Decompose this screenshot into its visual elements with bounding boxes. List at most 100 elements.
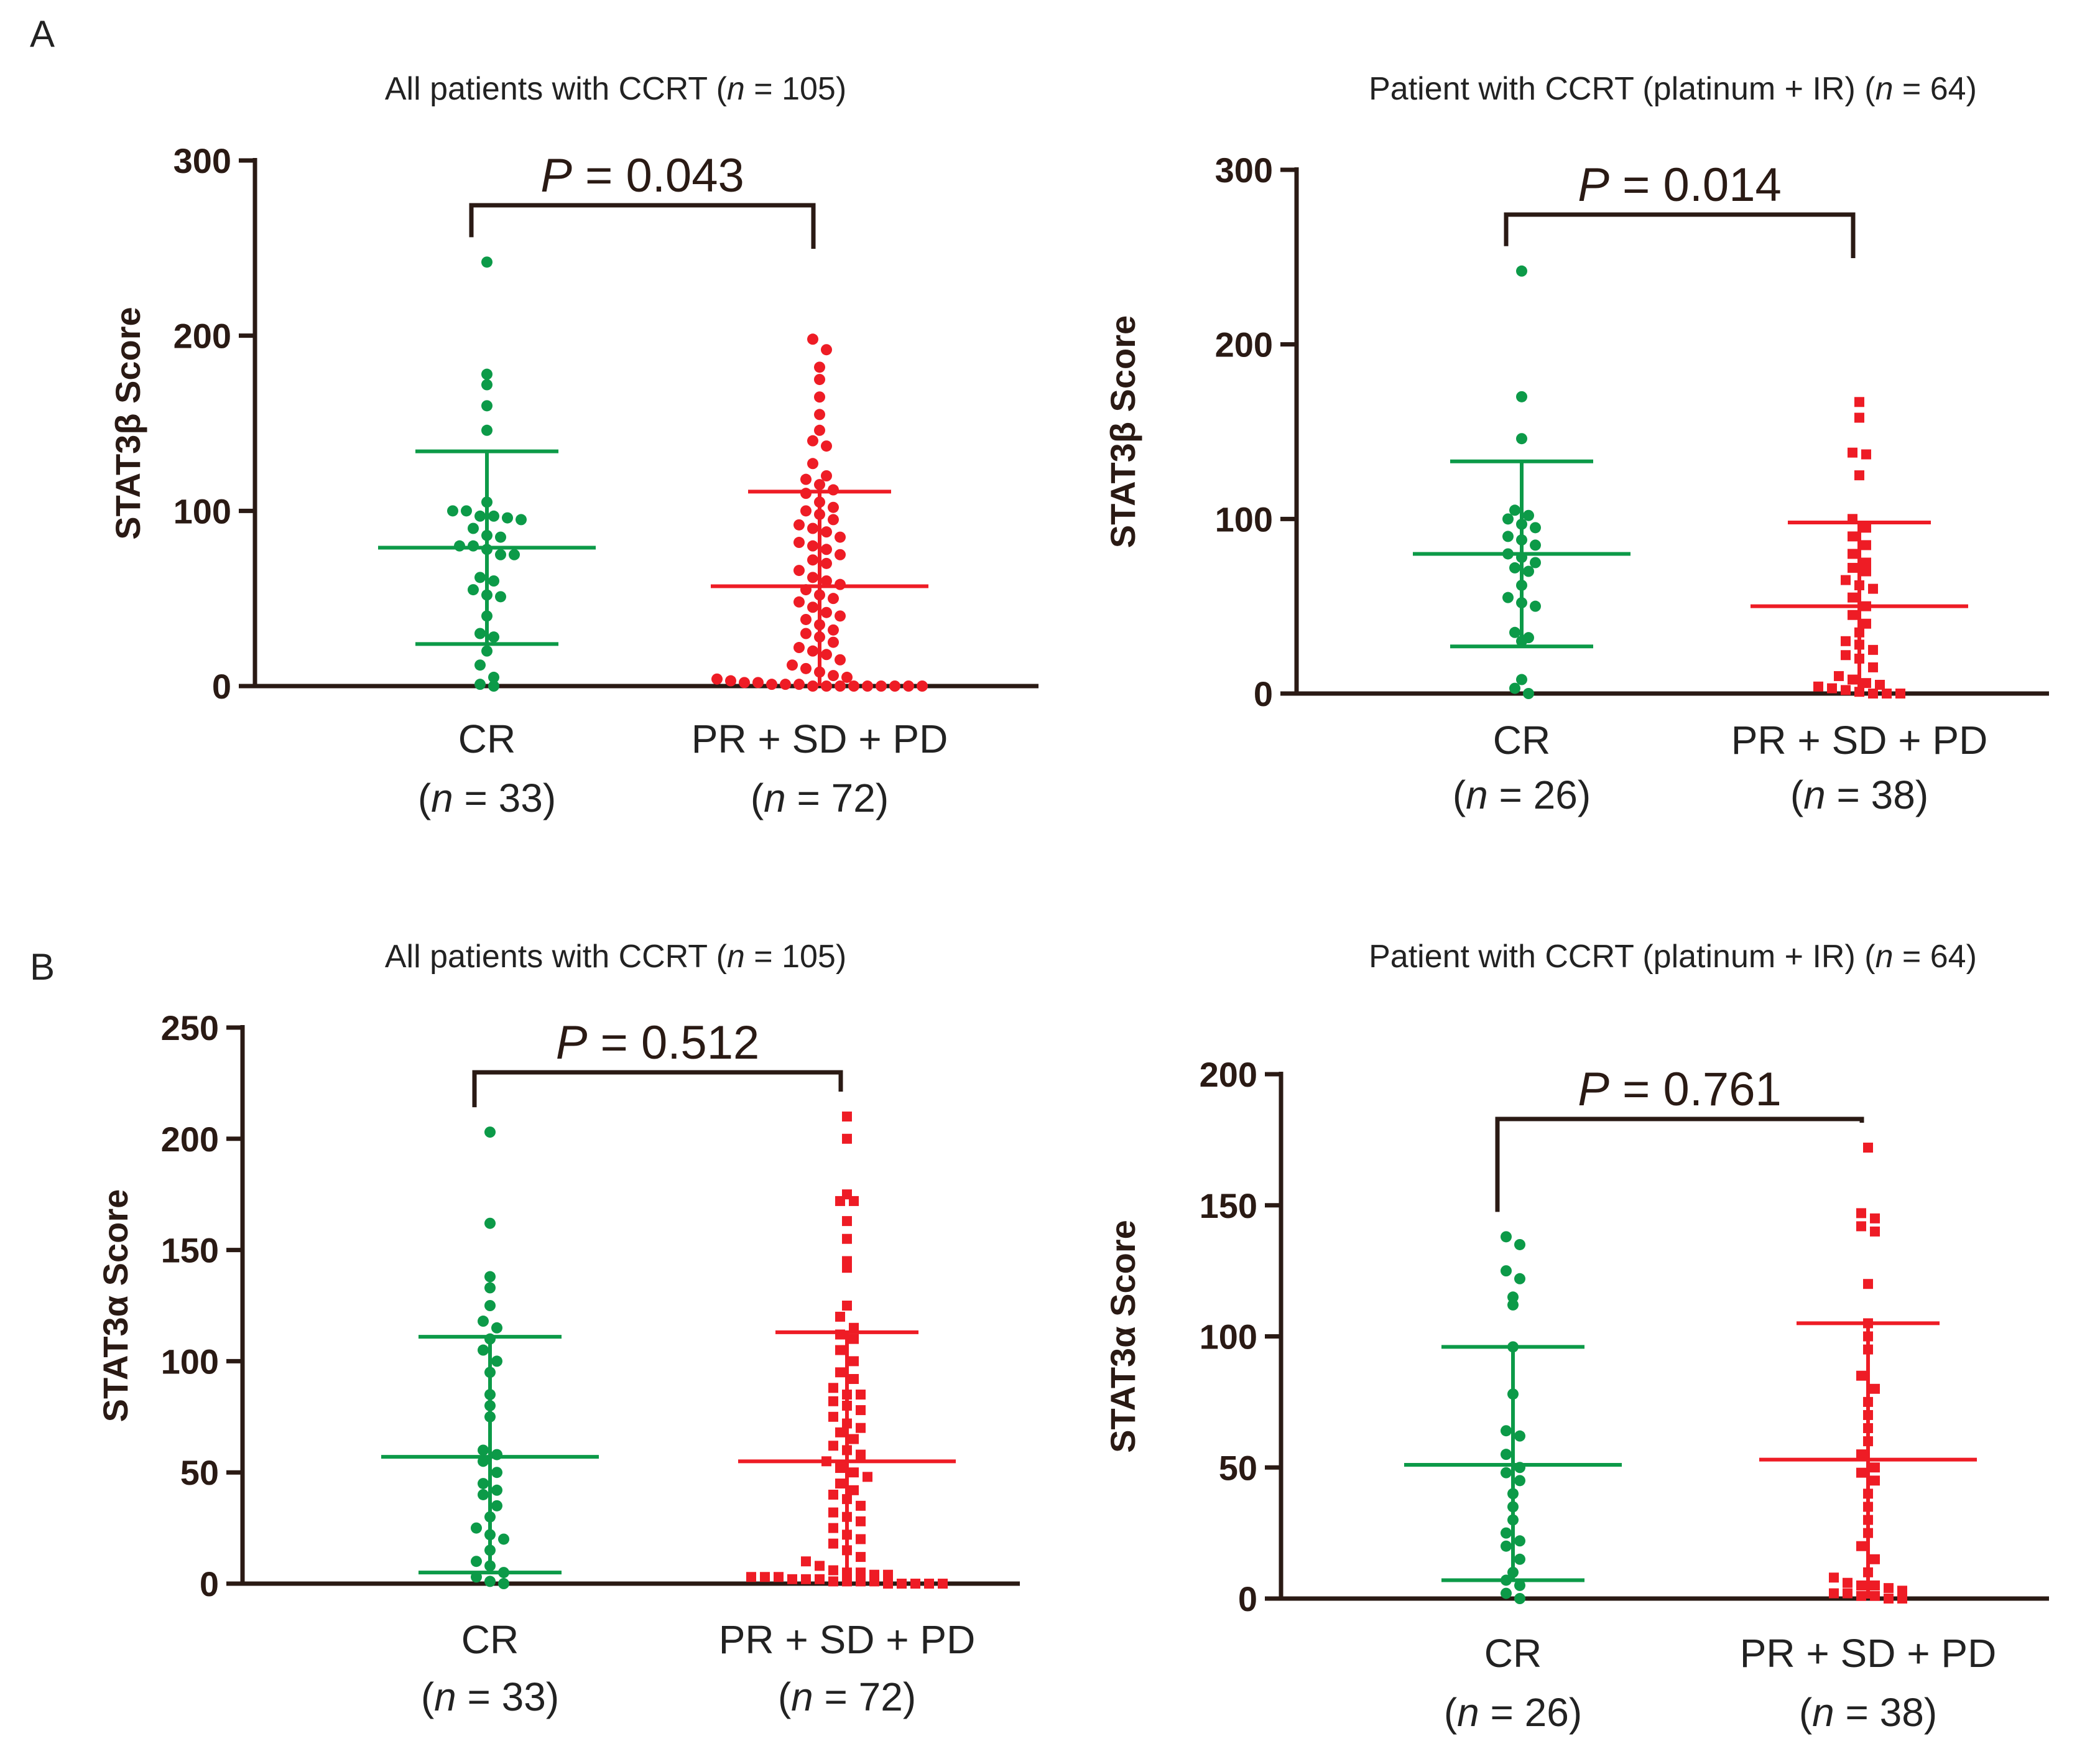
category-n-label: (n = 26) — [1453, 773, 1591, 817]
data-point — [863, 1472, 872, 1482]
n-letter: n — [434, 1674, 456, 1719]
data-point — [828, 1576, 838, 1587]
data-point — [924, 1579, 934, 1589]
data-point — [1861, 557, 1871, 568]
category-n-label: (n = 72) — [751, 776, 889, 820]
p-value-letter: P — [556, 1016, 588, 1069]
data-point — [821, 649, 832, 661]
data-point — [821, 557, 832, 569]
panel-label-b: B — [30, 946, 55, 988]
category-label: PR + SD + PD — [1731, 718, 1988, 763]
data-point — [468, 522, 479, 534]
n-open-paren: ( — [778, 1674, 791, 1719]
data-point — [828, 501, 839, 513]
data-point — [1514, 1579, 1525, 1591]
p-value-label: P = 0.043 — [540, 149, 744, 202]
data-point — [835, 531, 846, 543]
data-point — [1884, 1594, 1894, 1604]
data-point — [1829, 1588, 1839, 1599]
data-point — [835, 549, 846, 560]
data-point — [461, 505, 472, 517]
data-point — [835, 1311, 845, 1322]
data-point — [793, 596, 805, 608]
data-point — [814, 374, 825, 386]
y-tick-label: 100 — [1215, 499, 1273, 539]
data-point — [903, 680, 914, 692]
chart-title-n: n — [727, 71, 745, 107]
data-point — [1501, 1449, 1512, 1460]
data-point — [1884, 1583, 1894, 1594]
data-point — [869, 1569, 879, 1580]
category-label: CR — [1493, 718, 1550, 763]
category-label: PR + SD + PD — [719, 1617, 976, 1662]
y-axis-label: STAT3α Score — [1103, 1220, 1142, 1453]
data-point — [828, 1411, 838, 1422]
p-value-number: = 0.043 — [572, 149, 744, 202]
n-value: = 38) — [1834, 1690, 1937, 1735]
data-point — [498, 1578, 509, 1589]
data-point — [478, 1444, 489, 1456]
data-point — [1861, 449, 1871, 460]
data-point — [468, 584, 479, 596]
significance-bracket — [472, 1070, 843, 1108]
p-value-letter: P — [1578, 1063, 1609, 1116]
p-value-number: = 0.761 — [1609, 1063, 1782, 1116]
data-point — [807, 572, 818, 583]
data-point — [856, 1390, 866, 1400]
data-point — [828, 1396, 838, 1406]
data-point — [1502, 592, 1514, 603]
data-point — [835, 680, 846, 692]
data-point — [787, 659, 798, 671]
data-point — [801, 1556, 811, 1567]
n-value: = 26) — [1479, 1690, 1582, 1735]
data-point — [481, 379, 493, 391]
chart-title-suffix: = 64) — [1893, 71, 1976, 107]
chart-title-n: n — [727, 939, 745, 975]
data-point — [1848, 674, 1857, 685]
n-open-paren: ( — [751, 776, 764, 820]
data-point — [842, 1301, 852, 1311]
data-point — [1509, 682, 1520, 694]
data-point — [1516, 674, 1527, 685]
data-point — [509, 549, 520, 560]
data-point — [821, 526, 832, 538]
data-point — [883, 1569, 893, 1580]
category-label: PR + SD + PD — [692, 717, 948, 761]
data-point — [502, 512, 513, 524]
data-point — [1501, 1425, 1512, 1437]
data-point — [835, 1345, 845, 1355]
y-tick-label: 0 — [1254, 674, 1273, 713]
data-point — [787, 1574, 797, 1584]
data-point — [1848, 592, 1857, 603]
data-point — [1854, 412, 1864, 423]
data-point — [1829, 1572, 1839, 1583]
data-point — [495, 591, 506, 603]
data-point — [835, 610, 846, 622]
data-point — [1827, 683, 1837, 694]
data-point — [780, 679, 791, 690]
data-point — [849, 1322, 859, 1333]
group-cr — [378, 256, 596, 692]
data-point — [484, 1217, 496, 1229]
data-point — [1848, 562, 1857, 573]
y-tick-label: 0 — [1238, 1579, 1257, 1618]
data-point — [821, 680, 832, 692]
data-point — [835, 1479, 845, 1489]
data-point — [801, 1574, 811, 1584]
n-open-paren: ( — [1799, 1690, 1812, 1735]
data-point — [491, 1500, 502, 1511]
data-point — [484, 1271, 496, 1283]
data-point — [849, 1334, 859, 1344]
data-point — [1834, 671, 1844, 681]
data-point — [1856, 1449, 1866, 1460]
data-point — [835, 1367, 845, 1378]
chart-title-suffix: = 105) — [745, 939, 846, 975]
p-value-number: = 0.512 — [587, 1016, 759, 1069]
data-point — [1530, 600, 1541, 612]
data-point — [1514, 1475, 1525, 1487]
n-letter: n — [764, 776, 786, 820]
data-point — [1863, 1143, 1873, 1153]
category-n-label: (n = 72) — [778, 1674, 916, 1719]
data-point — [856, 1552, 866, 1562]
data-point — [484, 1300, 496, 1311]
